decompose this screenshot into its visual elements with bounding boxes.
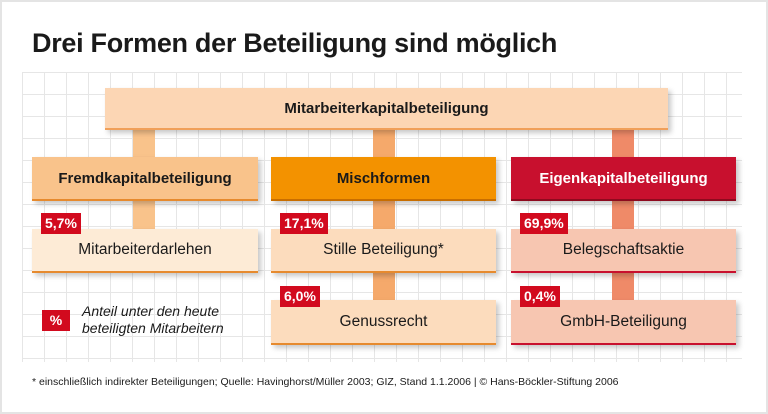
connector-middle	[373, 125, 395, 305]
connector-right	[612, 125, 634, 305]
column-header-mischformen: Mischformen	[271, 157, 496, 201]
share-badge: 5,7%	[41, 213, 81, 234]
share-badge: 17,1%	[280, 213, 328, 234]
item-gmbh-beteiligung: GmbH-Beteiligung	[511, 300, 736, 345]
share-badge: 6,0%	[280, 286, 320, 307]
root-box: Mitarbeiterkapitalbeteiligung	[105, 88, 668, 130]
item-label: Stille Beteiligung*	[323, 241, 444, 258]
item-genussrecht: Genussrecht	[271, 300, 496, 345]
column-label: Mischformen	[336, 169, 431, 187]
item-label: GmbH-Beteiligung	[560, 312, 687, 330]
legend-text: Anteil unter den heute beteiligten Mitar…	[82, 303, 224, 336]
column-label: Eigenkapitalbeteiligung	[539, 169, 708, 187]
column-header-fremdkapital: Fremdkapitalbeteiligung	[32, 157, 258, 201]
column-label: Fremdkapitalbeteiligung	[58, 169, 232, 187]
item-stille-beteiligung: Stille Beteiligung*	[271, 229, 496, 273]
item-label: Belegschaftsaktie	[562, 241, 685, 258]
share-badge: 69,9%	[520, 213, 568, 234]
diagram-title: Drei Formen der Beteiligung sind möglich	[32, 28, 558, 58]
item-belegschaftsaktie: Belegschaftsaktie	[511, 229, 736, 273]
item-label: Mitarbeiterdarlehen	[78, 241, 212, 258]
legend-symbol: %	[42, 310, 70, 331]
item-mitarbeiterdarlehen: Mitarbeiterdarlehen	[32, 229, 258, 273]
root-label: Mitarbeiterkapitalbeteiligung	[284, 99, 489, 117]
share-badge: 0,4%	[520, 286, 560, 307]
footer-source: * einschließlich indirekter Beteiligunge…	[32, 376, 619, 388]
column-header-eigenkapital: Eigenkapitalbeteiligung	[511, 157, 736, 201]
item-label: Genussrecht	[339, 312, 428, 330]
